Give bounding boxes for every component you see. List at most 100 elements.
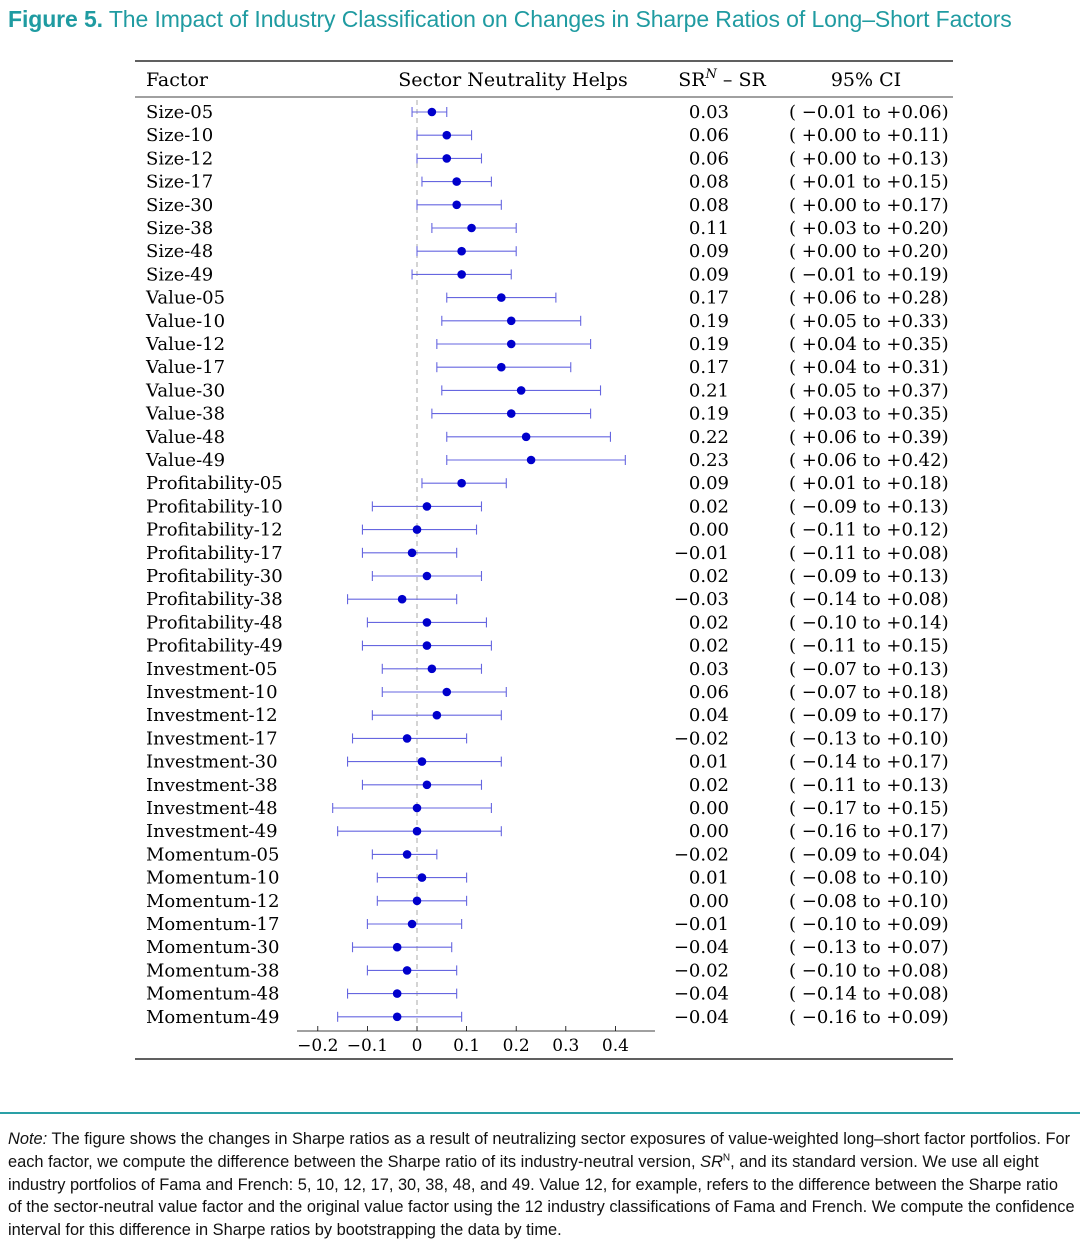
point-estimate	[422, 502, 432, 511]
ci-label: ( +0.06 to +0.39)	[789, 427, 949, 448]
forest-row: Momentum-48 −0.04 ( −0.14 to +0.08)	[146, 984, 949, 1005]
diff-value: −0.03	[674, 589, 729, 610]
factor-label: Profitability-05	[146, 473, 283, 494]
forest-row: Value-10 0.19 ( +0.05 to +0.33)	[145, 311, 949, 332]
forest-row: Momentum-05 −0.02 ( −0.09 to +0.04)	[146, 844, 949, 865]
figure-title-text: The Impact of Industry Classification on…	[108, 6, 1012, 32]
forest-row: Value-12 0.19 ( +0.04 to +0.35)	[145, 334, 949, 355]
factor-label: Investment-05	[146, 659, 278, 680]
factor-label: Size-17	[146, 172, 213, 193]
point-estimate	[422, 641, 432, 650]
factor-label: Size-48	[146, 241, 213, 262]
point-estimate	[452, 200, 461, 210]
point-estimate	[422, 571, 432, 581]
factor-label: Size-49	[146, 264, 213, 285]
note-divider	[0, 1112, 1080, 1114]
point-estimate	[497, 362, 506, 372]
diff-value: 0.11	[689, 218, 729, 239]
point-estimate	[397, 594, 407, 604]
forest-row: Investment-38 0.02 ( −0.11 to +0.13)	[146, 775, 949, 796]
header-diff-sr: SR	[678, 69, 706, 91]
diff-value: 0.06	[689, 682, 729, 703]
forest-row: Investment-10 0.06 ( −0.07 to +0.18)	[146, 682, 949, 703]
point-estimate	[412, 525, 422, 534]
note-part2: , and its standard version. We use all e…	[8, 1152, 1075, 1240]
diff-value: 0.03	[689, 102, 729, 123]
factor-label: Profitability-30	[146, 566, 283, 587]
factor-label: Momentum-10	[146, 868, 279, 889]
factor-label: Value-05	[145, 288, 225, 309]
ci-label: ( +0.03 to +0.35)	[789, 404, 949, 425]
diff-value: 0.02	[689, 775, 729, 796]
diff-value: −0.01	[674, 914, 729, 935]
header-diff: SRN – SR	[678, 67, 766, 91]
ci-label: ( −0.09 to +0.13)	[789, 496, 949, 517]
point-estimate	[427, 664, 437, 674]
ci-label: ( +0.04 to +0.31)	[789, 357, 949, 378]
forest-row: Investment-17 −0.02 ( −0.13 to +0.10)	[146, 728, 949, 749]
forest-row: Profitability-38 −0.03 ( −0.14 to +0.08)	[146, 589, 949, 610]
ci-label: ( −0.07 to +0.13)	[789, 659, 949, 680]
point-estimate	[392, 1012, 402, 1022]
point-estimate	[427, 107, 437, 117]
forest-row: Momentum-12 0.00 ( −0.08 to +0.10)	[146, 891, 949, 912]
header-diff-sup: N	[705, 67, 718, 82]
ci-label: ( −0.10 to +0.09)	[789, 914, 949, 935]
ci-label: ( +0.00 to +0.17)	[789, 195, 949, 216]
factor-label: Investment-12	[146, 705, 278, 726]
point-estimate	[526, 455, 536, 465]
x-axis-ticks: −0.2 −0.1 0 0.1 0.2 0.3 0.4	[297, 1026, 629, 1056]
forest-plot-svg: Factor Sector Neutrality Helps SRN – SR …	[135, 60, 953, 1060]
point-estimate	[417, 873, 427, 882]
diff-value: 0.00	[689, 798, 729, 819]
ci-label: ( +0.00 to +0.20)	[789, 241, 949, 262]
forest-row: Momentum-38 −0.02 ( −0.10 to +0.08)	[146, 960, 949, 981]
forest-row: Size-38 0.11 ( +0.03 to +0.20)	[146, 218, 949, 239]
forest-row: Size-10 0.06 ( +0.00 to +0.11)	[146, 125, 949, 146]
point-estimate	[432, 710, 442, 720]
forest-row: Profitability-49 0.02 ( −0.11 to +0.15)	[146, 636, 949, 657]
diff-value: 0.09	[689, 241, 729, 262]
factor-label: Size-30	[146, 195, 213, 216]
forest-row: Size-48 0.09 ( +0.00 to +0.20)	[146, 241, 949, 262]
point-estimate	[442, 154, 452, 163]
ci-label: ( −0.09 to +0.04)	[789, 844, 949, 865]
factor-label: Investment-38	[146, 775, 278, 796]
diff-value: 0.00	[689, 821, 729, 842]
forest-row: Momentum-10 0.01 ( −0.08 to +0.10)	[146, 868, 949, 889]
factor-label: Investment-10	[146, 682, 278, 703]
point-estimate	[516, 386, 526, 395]
diff-value: 0.02	[689, 636, 729, 657]
ci-label: ( +0.00 to +0.13)	[789, 148, 949, 169]
diff-value: 0.01	[689, 752, 729, 773]
point-estimate	[457, 270, 466, 279]
diff-value: 0.02	[689, 612, 729, 633]
diff-value: −0.04	[674, 937, 729, 958]
diff-value: 0.23	[689, 450, 729, 471]
diff-value: 0.19	[689, 404, 729, 425]
x-tick-label: 0.3	[552, 1036, 579, 1056]
note-part1: The figure shows the changes in Sharpe r…	[8, 1130, 1071, 1171]
forest-row: Profitability-05 0.09 ( +0.01 to +0.18)	[146, 473, 949, 494]
forest-row: Size-49 0.09 ( −0.01 to +0.19)	[146, 264, 949, 285]
header-diff-tail: – SR	[717, 69, 767, 91]
diff-value: −0.04	[674, 984, 729, 1005]
factor-label: Momentum-38	[146, 960, 279, 981]
forest-row: Size-30 0.08 ( +0.00 to +0.17)	[146, 195, 949, 216]
ci-label: ( +0.01 to +0.18)	[789, 473, 949, 494]
ci-label: ( −0.14 to +0.17)	[789, 752, 949, 773]
forest-row: Profitability-12 0.00 ( −0.11 to +0.12)	[146, 520, 949, 541]
ci-label: ( −0.11 to +0.12)	[789, 520, 949, 541]
x-tick-label: 0.1	[453, 1036, 480, 1056]
forest-row: Momentum-49 −0.04 ( −0.16 to +0.09)	[146, 1007, 949, 1028]
factor-label: Investment-30	[146, 752, 278, 773]
forest-row: Investment-30 0.01 ( −0.14 to +0.17)	[146, 752, 949, 773]
point-estimate	[402, 734, 412, 743]
factor-label: Value-30	[145, 380, 225, 401]
x-tick-label: −0.1	[347, 1036, 388, 1056]
factor-label: Value-48	[145, 427, 225, 448]
diff-value: −0.02	[674, 728, 729, 749]
figure-title: Figure 5. The Impact of Industry Classif…	[8, 6, 1076, 38]
forest-row: Momentum-30 −0.04 ( −0.13 to +0.07)	[146, 937, 949, 958]
forest-row: Size-05 0.03 ( −0.01 to +0.06)	[146, 102, 949, 123]
